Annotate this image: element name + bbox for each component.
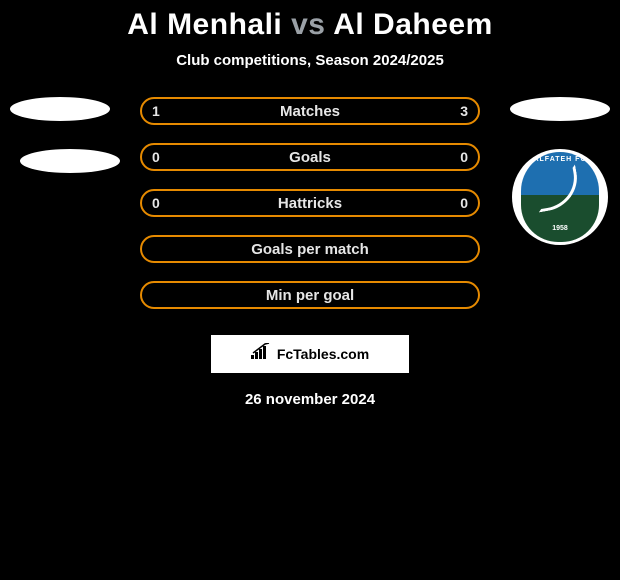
stat-label: Goals per match xyxy=(251,241,369,258)
left-logo-placeholder-1 xyxy=(10,97,110,121)
stat-label: Hattricks xyxy=(278,195,342,212)
page-title: Al Menhali vs Al Daheem xyxy=(0,8,620,42)
stat-row-goals: 0 Goals 0 xyxy=(140,143,480,171)
left-logo-placeholder-2 xyxy=(20,149,120,173)
stat-right-value: 0 xyxy=(460,149,468,165)
subtitle: Club competitions, Season 2024/2025 xyxy=(0,52,620,69)
stat-bars: 1 Matches 3 0 Goals 0 0 Hattricks 0 Goal… xyxy=(140,97,480,309)
badge-shield: ALFATEH FC 1958 xyxy=(521,152,599,242)
badge-bottom-text: 1958 xyxy=(521,225,599,232)
stat-label: Matches xyxy=(280,103,340,120)
stat-right-value: 3 xyxy=(460,103,468,119)
watermark-chart-icon xyxy=(251,343,273,366)
vs-label: vs xyxy=(291,8,325,41)
badge-top-text: ALFATEH FC xyxy=(521,156,599,163)
date-label: 26 november 2024 xyxy=(0,391,620,408)
stat-row-min-per-goal: Min per goal xyxy=(140,281,480,309)
player1-name: Al Menhali xyxy=(127,8,282,41)
stat-row-hattricks: 0 Hattricks 0 xyxy=(140,189,480,217)
stats-area: ALFATEH FC 1958 1 Matches 3 0 Goals 0 0 … xyxy=(0,97,620,309)
watermark: FcTables.com xyxy=(211,335,409,373)
watermark-text: FcTables.com xyxy=(277,346,369,362)
player2-name: Al Daheem xyxy=(333,8,493,41)
stat-left-value: 1 xyxy=(152,103,160,119)
stat-row-matches: 1 Matches 3 xyxy=(140,97,480,125)
right-club-badge: ALFATEH FC 1958 xyxy=(512,149,608,245)
stat-label: Goals xyxy=(289,149,331,166)
stat-left-value: 0 xyxy=(152,195,160,211)
stat-row-goals-per-match: Goals per match xyxy=(140,235,480,263)
stat-left-value: 0 xyxy=(152,149,160,165)
right-logo-placeholder xyxy=(510,97,610,121)
stat-label: Min per goal xyxy=(266,287,354,304)
stat-right-value: 0 xyxy=(460,195,468,211)
root: Al Menhali vs Al Daheem Club competition… xyxy=(0,0,620,408)
